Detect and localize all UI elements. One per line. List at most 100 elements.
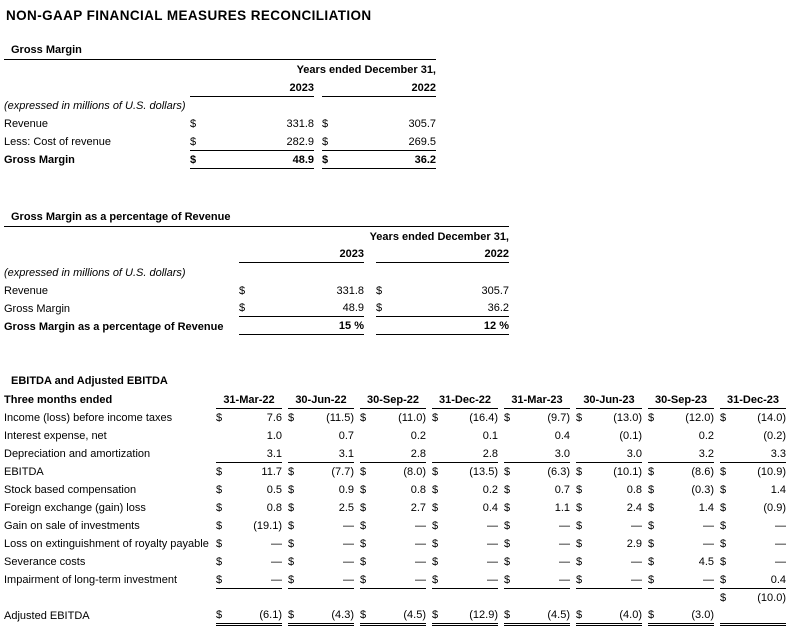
value-cell: (14.0) (757, 412, 786, 424)
dollar-sign: $ (322, 132, 340, 151)
quarter-header: 31-Mar-22 (216, 390, 282, 409)
dollar-sign: $ (720, 484, 727, 496)
dollar-sign: $ (216, 484, 223, 496)
value-cell: (13.0) (613, 412, 642, 424)
dollar-sign (216, 426, 230, 444)
dollar-sign (360, 444, 374, 463)
dollar-sign: $ (648, 502, 655, 514)
value-cell: 2.5 (338, 502, 354, 514)
dollar-sign: $ (432, 570, 446, 589)
table-title: Gross Margin (4, 42, 436, 60)
dollar-sign: $ (720, 570, 734, 589)
spacer-cell (4, 78, 190, 96)
value-cell: (7.7) (331, 466, 354, 478)
dollar-sign: $ (360, 520, 367, 532)
dollar-sign: $ (648, 412, 655, 424)
dollar-sign: $ (432, 412, 439, 424)
value-cell: — (487, 556, 498, 568)
dollar-sign: $ (504, 556, 511, 568)
dollar-sign: $ (720, 466, 727, 478)
dollar-sign: $ (576, 466, 583, 478)
dollar-sign (504, 444, 518, 463)
table-row: Severance costs $ — $ — $ — $ — $ — $ — $4.5 $ — (4, 552, 786, 570)
dollar-sign (288, 426, 302, 444)
dollar-sign: $ (239, 298, 257, 317)
dollar-sign (216, 444, 230, 463)
column-gap (314, 78, 322, 96)
value-cell: (12.0) (685, 412, 714, 424)
row-label: Interest expense, net (4, 430, 107, 442)
dollar-sign: $ (190, 150, 208, 169)
value-cell (590, 588, 642, 606)
table-row: Adjusted EBITDA $ (6.1) $ (4.3) $ (4.5) $ (12.9)… (4, 606, 786, 626)
period-header: Years ended December 31, (369, 230, 509, 243)
value-cell: 0.8 (266, 502, 282, 514)
value-cell: (0.2) (763, 430, 786, 442)
value-cell: — (343, 538, 354, 550)
row-label: EBITDA (4, 466, 44, 478)
column-header-row: 2023 2022 (4, 244, 509, 263)
gross-margin-table: Gross Margin Years ended December 31, 2023… (4, 42, 436, 169)
row-label: Loss on extinguishment of royalty payabl… (4, 538, 209, 550)
dollar-sign: $ (288, 538, 295, 550)
dollar-sign: $ (648, 484, 655, 496)
value-cell: (4.0) (590, 606, 642, 626)
column-gap (314, 132, 322, 150)
value-cell: (9.7) (547, 412, 570, 424)
value-cell: 305.7 (408, 118, 436, 130)
value-cell: — (775, 538, 786, 550)
value-cell: (10.1) (613, 466, 642, 478)
dollar-sign (576, 588, 590, 606)
table-row: Impairment of long-term investment $ — $ — $ —… (4, 570, 786, 589)
value-cell: 0.2 (698, 430, 714, 442)
financial-table: Years ended December 31, 2023 2022 (express… (4, 60, 436, 169)
value-cell: (0.1) (619, 430, 642, 442)
value-cell: 331.8 (336, 284, 364, 297)
value-cell: 0.4 (554, 430, 570, 442)
quarter-header: 31-Mar-23 (504, 390, 570, 409)
dollar-sign: $ (720, 592, 727, 604)
financial-table: Years ended December 31, 2023 2022 (express… (4, 227, 509, 335)
dollar-sign: $ (648, 556, 655, 568)
value-cell: (4.5) (518, 606, 570, 626)
dollar-sign: $ (376, 284, 383, 297)
column-gap (364, 281, 376, 299)
dollar-sign: $ (288, 520, 295, 532)
value-cell: 1.0 (266, 430, 282, 442)
dollar-sign: $ (288, 502, 295, 514)
value-cell: — (446, 570, 498, 589)
dollar-sign: $ (360, 412, 367, 424)
value-cell: (19.1) (253, 520, 282, 532)
value-cell: 3.1 (302, 444, 354, 463)
quarter-header: 30-Jun-23 (576, 390, 642, 409)
spacer-cell (4, 60, 190, 78)
table-row: Revenue $331.8 $305.7 (4, 281, 509, 299)
value-cell: — (775, 520, 786, 532)
value-cell: — (559, 538, 570, 550)
dollar-sign: $ (576, 484, 583, 496)
value-cell (734, 606, 786, 626)
row-label: Stock based compensation (4, 484, 137, 496)
dollar-sign: $ (576, 412, 583, 424)
value-cell: 1.4 (770, 484, 786, 496)
dollar-sign: $ (720, 538, 727, 550)
value-cell: — (662, 570, 714, 589)
dollar-sign: $ (576, 502, 583, 514)
row-label: Depreciation and amortization (4, 448, 151, 460)
dollar-sign: $ (288, 606, 302, 626)
value-cell: (8.0) (403, 466, 426, 478)
column-gap (364, 245, 376, 263)
dollar-sign (720, 444, 734, 463)
row-label: Less: Cost of revenue (4, 136, 112, 148)
value-cell: — (415, 520, 426, 532)
value-cell: 3.0 (518, 444, 570, 463)
dollar-sign (648, 444, 662, 463)
value-cell: (0.9) (763, 502, 786, 514)
dollar-sign (576, 426, 590, 444)
value-cell: 11.7 (261, 466, 282, 478)
value-cell: — (487, 520, 498, 532)
table-row: Depreciation and amortization 3.1 3.1 2.8 2.… (4, 444, 786, 463)
value-cell: — (518, 570, 570, 589)
value-cell: 282.9 (208, 132, 314, 151)
table-row: Gross Margin $48.9 $36.2 (4, 298, 509, 317)
